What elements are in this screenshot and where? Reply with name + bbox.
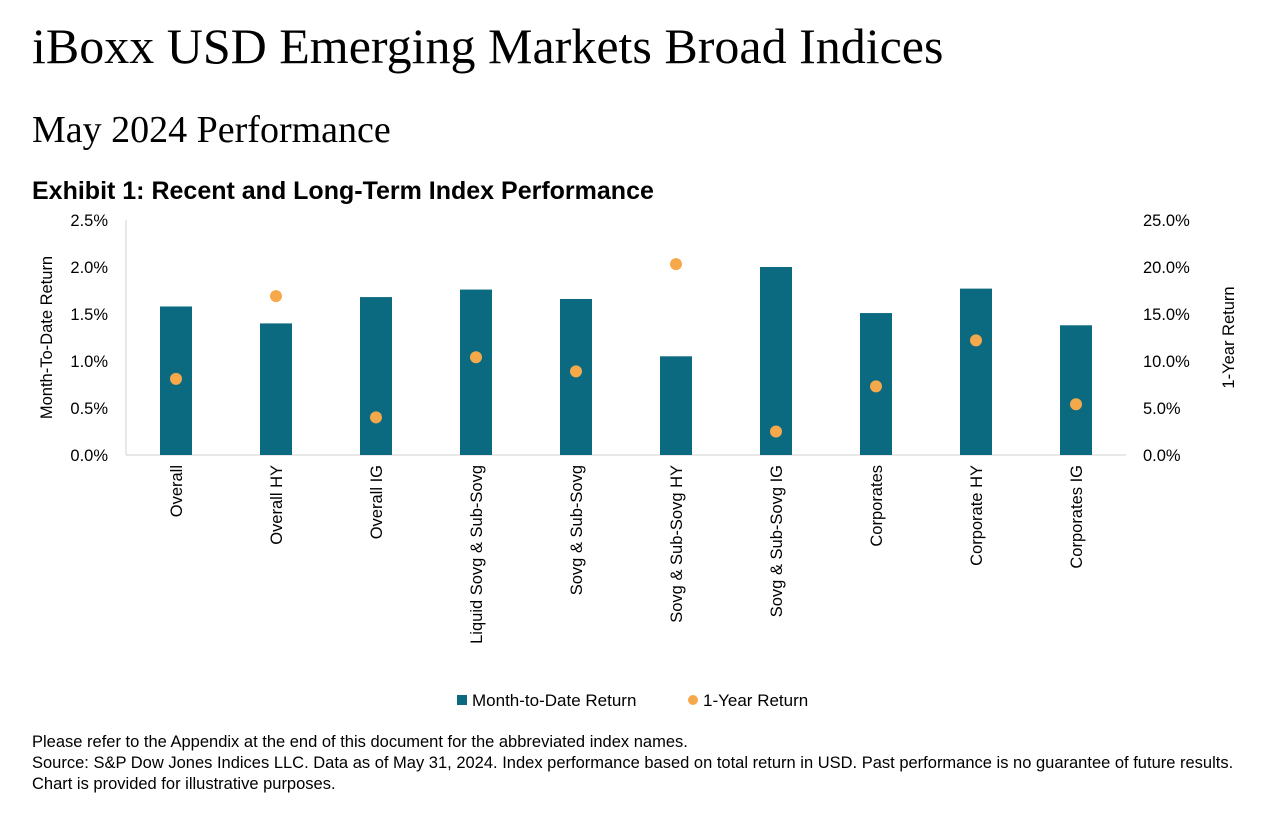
category-label: Corporate HY: [968, 465, 986, 566]
bar-mtd-return: [260, 323, 292, 455]
page-subtitle: May 2024 Performance: [32, 109, 391, 151]
bar-mtd-return: [360, 297, 392, 455]
right-tick-label: 5.0%: [1143, 400, 1181, 418]
source-note: Source: S&P Dow Jones Indices LLC. Data …: [32, 754, 1234, 793]
bar-mtd-return: [760, 267, 792, 455]
left-axis-title: Month-To-Date Return: [38, 256, 56, 419]
dot-1y-return: [370, 411, 382, 424]
dot-1y-return: [570, 365, 582, 378]
right-tick-label: 0.0%: [1143, 447, 1181, 465]
right-tick-label: 20.0%: [1143, 259, 1190, 277]
chart-legend: Month-to-Date Return 1-Year Return: [457, 691, 808, 710]
legend-dot-label: 1-Year Return: [703, 691, 808, 710]
category-label: Sovg & Sub-Sovg: [568, 465, 586, 595]
left-tick-label: 2.5%: [70, 212, 108, 230]
right-axis-title: 1-Year Return: [1220, 286, 1238, 388]
dot-1y-return: [270, 290, 282, 303]
left-tick-label: 0.5%: [70, 400, 108, 418]
category-label: Overall HY: [268, 465, 286, 545]
category-label: Overall IG: [368, 465, 386, 539]
right-tick-label: 10.0%: [1143, 353, 1190, 371]
bar-mtd-return: [1060, 325, 1092, 455]
chart-axes: 0.0% 0.5% 1.0% 1.5% 2.0% 2.5% 0.0% 5.0% 10.0% 15.…: [38, 212, 1238, 465]
bar-mtd-return: [660, 356, 692, 455]
appendix-note: Please refer to the Appendix at the end …: [32, 733, 688, 751]
bar-mtd-return: [460, 289, 492, 455]
dot-1y-return: [470, 351, 482, 364]
category-label: Corporates: [868, 465, 886, 547]
page-title: iBoxx USD Emerging Markets Broad Indices: [32, 18, 944, 74]
category-label: Sovg & Sub-Sovg HY: [668, 465, 686, 623]
category-label: Liquid Sovg & Sub-Sovg: [468, 465, 486, 644]
dot-1y-return: [1070, 398, 1082, 411]
category-label: Corporates IG: [1068, 465, 1086, 569]
dot-1y-return: [170, 372, 182, 385]
left-tick-label: 1.0%: [70, 353, 108, 371]
footnotes: Please refer to the Appendix at the end …: [32, 732, 1252, 795]
left-tick-label: 0.0%: [70, 447, 108, 465]
dot-series: [170, 258, 1082, 438]
combo-chart: 0.0% 0.5% 1.0% 1.5% 2.0% 2.5% 0.0% 5.0% 10.0% 15.…: [38, 212, 1238, 710]
category-label: Overall: [168, 465, 186, 517]
left-tick-label: 2.0%: [70, 259, 108, 277]
right-tick-label: 15.0%: [1143, 306, 1190, 324]
legend-bar-swatch: [457, 695, 467, 705]
dot-1y-return: [770, 425, 782, 438]
legend-dot-swatch: [688, 695, 698, 705]
category-label: Sovg & Sub-Sovg IG: [768, 465, 786, 617]
legend-bar-label: Month-to-Date Return: [472, 691, 636, 710]
category-labels: Overall Overall HY Overall IG Liquid Sovg &…: [168, 465, 1086, 644]
dot-1y-return: [970, 334, 982, 347]
dot-1y-return: [670, 258, 682, 271]
bar-mtd-return: [960, 288, 992, 455]
dot-1y-return: [870, 380, 882, 393]
bar-series: [160, 267, 1092, 455]
left-tick-label: 1.5%: [70, 306, 108, 324]
right-tick-label: 25.0%: [1143, 212, 1190, 230]
exhibit-title: Exhibit 1: Recent and Long-Term Index Pe…: [32, 177, 654, 205]
